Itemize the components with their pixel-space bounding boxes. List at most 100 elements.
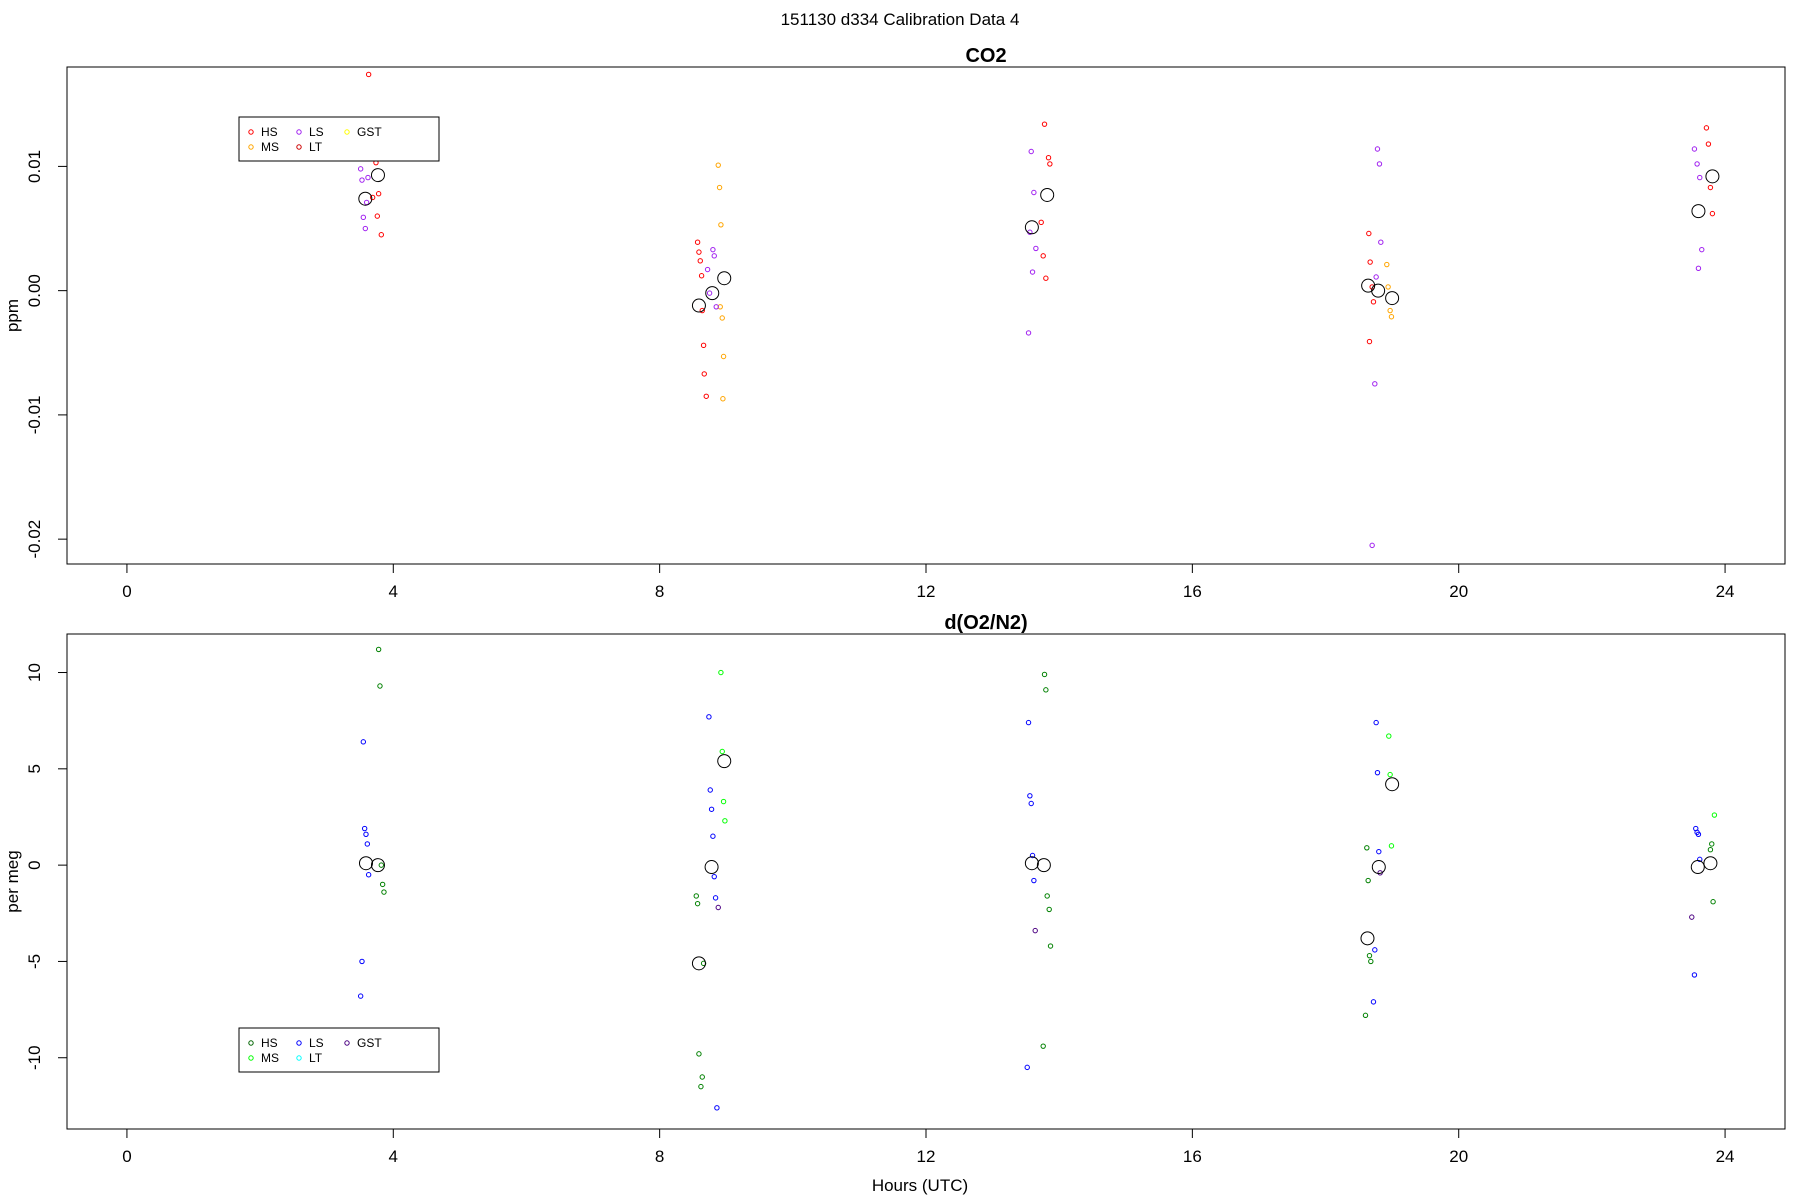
mean-marker <box>1703 856 1718 871</box>
data-point-hs <box>1705 141 1712 147</box>
y-axis-label: ppm <box>3 299 22 332</box>
data-point-ls <box>1376 848 1382 855</box>
legend-label: HS <box>261 1036 278 1050</box>
data-point-ms <box>716 184 723 191</box>
data-point-hs <box>1046 906 1052 913</box>
data-point-ms <box>1386 733 1392 739</box>
mean-marker <box>1690 860 1705 875</box>
data-point-hs <box>1362 1012 1369 1019</box>
legend-marker <box>344 1040 350 1046</box>
data-point-hs <box>699 307 705 314</box>
data-point-hs <box>694 900 701 907</box>
data-point-ms <box>720 396 726 402</box>
data-point-ls <box>1025 719 1032 726</box>
data-point-ls <box>706 714 712 720</box>
data-point-ls <box>1374 146 1381 152</box>
x-tick-label: 20 <box>1449 582 1468 601</box>
data-point-hs <box>378 232 385 238</box>
mean-marker <box>691 298 706 313</box>
data-point-ls <box>708 806 715 812</box>
data-point-ls <box>365 872 372 878</box>
data-point-hs <box>1366 338 1373 345</box>
data-point-ls <box>1378 239 1384 245</box>
data-point-hs <box>1366 952 1373 959</box>
y-tick-label: 0.01 <box>25 150 44 183</box>
data-point-hs <box>1043 275 1049 281</box>
mean-marker <box>370 168 385 183</box>
data-point-hs <box>1040 253 1046 259</box>
data-point-ms <box>1384 261 1390 268</box>
data-point-ms <box>1385 284 1391 290</box>
data-point-ls <box>712 895 719 901</box>
legend-label: MS <box>261 140 279 154</box>
chart-title: d(O2/N2) <box>944 612 1027 634</box>
data-point-ls <box>1029 269 1036 275</box>
data-point-hs <box>697 258 703 264</box>
legend-marker <box>296 1040 302 1046</box>
legend-label: MS <box>261 1051 279 1065</box>
data-point-hs <box>377 683 383 689</box>
y-tick-label: 0.00 <box>25 274 44 307</box>
data-point-ls <box>704 266 711 273</box>
x-axis-label: Hours (UTC) <box>872 1176 968 1195</box>
y-tick-label: 0 <box>25 860 44 869</box>
mean-marker <box>691 956 706 971</box>
data-point-ls <box>1376 161 1383 167</box>
x-tick-label: 8 <box>655 1147 664 1166</box>
data-point-ls <box>1028 800 1034 807</box>
x-tick-label: 0 <box>122 582 131 601</box>
y-tick-label: -0.02 <box>25 520 44 559</box>
data-point-ls <box>360 214 367 221</box>
mean-marker <box>1036 858 1051 873</box>
page-title: 151130 d334 Calibration Data 4 <box>780 10 1020 29</box>
legend-label: LT <box>309 1051 323 1065</box>
data-point-ls <box>1697 174 1703 181</box>
data-point-hs <box>1709 210 1716 217</box>
data-point-hs <box>701 371 707 377</box>
data-point-gst <box>715 904 721 911</box>
y-tick-label: -5 <box>25 954 44 969</box>
data-point-ls <box>364 841 371 847</box>
data-point-ms <box>1388 843 1395 849</box>
mean-marker <box>717 754 732 769</box>
mean-marker <box>358 191 373 206</box>
o2n2-panel: d(O2/N2) per meg Hours (UTC) 0 4 8 12 16 20 24 -10… <box>3 612 1786 1195</box>
data-point-ls <box>710 833 716 839</box>
data-point-ls <box>1033 245 1039 252</box>
data-point-hs <box>1041 671 1048 678</box>
data-point-hs <box>1043 687 1049 693</box>
data-point-ls <box>1031 189 1037 196</box>
data-point-hs <box>374 213 381 219</box>
x-tick-label: 4 <box>389 582 398 601</box>
data-point-ls <box>357 993 364 999</box>
data-point-ms <box>720 353 727 360</box>
data-point-ms <box>720 798 727 805</box>
mean-marker <box>705 286 720 301</box>
mean-marker <box>1040 187 1055 202</box>
data-point-ls <box>1031 877 1037 884</box>
data-point-ls <box>1369 542 1375 549</box>
data-point-hs <box>1370 299 1377 305</box>
legend-label: GST <box>357 1036 382 1050</box>
mean-marker <box>1361 278 1376 293</box>
mean-marker <box>717 271 732 286</box>
x-tick-label: 16 <box>1183 582 1202 601</box>
mean-marker <box>370 858 385 873</box>
legend-label: LS <box>309 125 324 139</box>
data-point-ls <box>1691 972 1698 978</box>
data-point-hs <box>1038 219 1044 226</box>
mean-marker <box>1705 169 1720 184</box>
data-point-ms <box>718 669 724 676</box>
mean-marker <box>1024 220 1039 235</box>
mean-marker <box>1371 860 1386 875</box>
data-point-hs <box>696 1051 702 1057</box>
data-point-hs <box>699 1074 705 1080</box>
x-tick-label: 8 <box>655 582 664 601</box>
data-point-ls <box>1695 265 1702 271</box>
data-point-ls <box>1370 999 1377 1005</box>
data-point-ls <box>1372 381 1378 387</box>
data-point-ls <box>1028 148 1034 155</box>
data-point-ls <box>707 787 713 793</box>
